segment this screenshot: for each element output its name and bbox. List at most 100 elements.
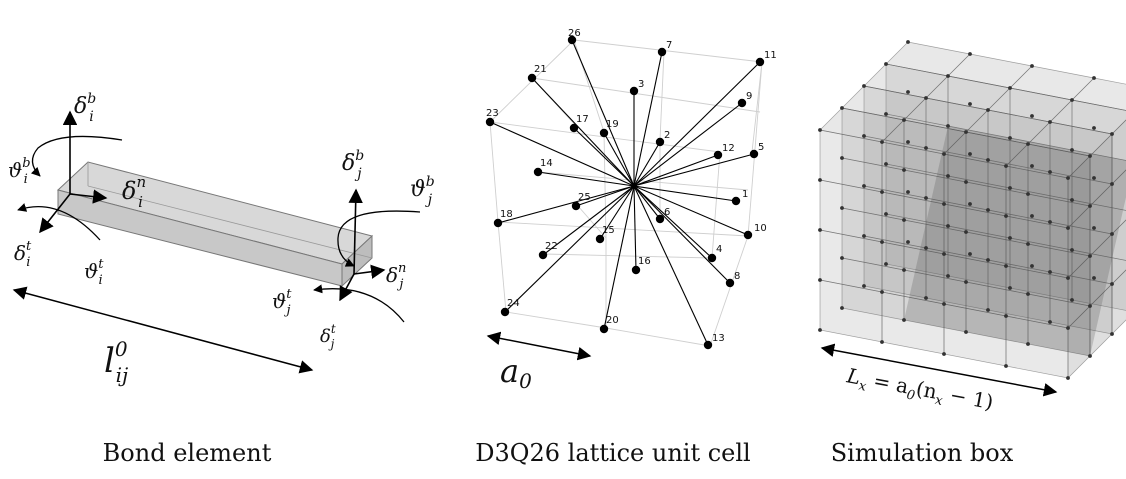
box-lattice-node xyxy=(884,262,888,266)
box-lattice-node xyxy=(862,284,866,288)
symbol-delta-i-b: δb i xyxy=(74,91,96,125)
box-lattice-node xyxy=(840,206,844,210)
box-lattice-node xyxy=(840,156,844,160)
lattice-node xyxy=(500,307,510,317)
box-lattice-node xyxy=(884,162,888,166)
lattice-node-label: 4 xyxy=(716,244,722,255)
lattice-grid xyxy=(489,39,763,347)
box-lattice-node xyxy=(1030,214,1034,218)
lattice-grid-line xyxy=(543,253,713,259)
box-lattice-node xyxy=(946,224,950,228)
box-lattice-node xyxy=(1026,192,1030,196)
lattice-node xyxy=(631,265,641,275)
box-lattice-node xyxy=(862,134,866,138)
box-lattice-node xyxy=(924,246,928,250)
caption-bond-element: Bond element xyxy=(103,439,272,467)
lattice-node-label: 16 xyxy=(638,256,651,267)
lattice-node xyxy=(527,73,537,83)
symbol-theta-j-t: ϑt j xyxy=(272,287,292,318)
lattice-node-label: 8 xyxy=(734,271,740,282)
box-lattice-node xyxy=(964,130,968,134)
lattice-bond-line xyxy=(603,132,635,187)
box-lattice-node xyxy=(1048,270,1052,274)
box-lattice-node xyxy=(884,112,888,116)
box-lattice-node xyxy=(924,296,928,300)
lattice-node xyxy=(595,234,605,244)
lattice-node xyxy=(567,35,577,45)
lattice-node-label: 17 xyxy=(576,114,589,125)
box-lattice-node xyxy=(906,190,910,194)
beam-prism xyxy=(56,161,374,288)
box-lattice-node xyxy=(1066,326,1070,330)
box-lattice-node xyxy=(902,168,906,172)
lattice-node-label: 6 xyxy=(664,207,670,218)
lattice-bond-line xyxy=(531,77,635,187)
box-lattice-node xyxy=(1008,286,1012,290)
symbol-delta-j-t: δt j xyxy=(320,322,336,351)
box-lattice-node xyxy=(1008,136,1012,140)
box-lattice-node xyxy=(986,258,990,262)
lattice-bond-line xyxy=(633,185,749,236)
box-lattice-node xyxy=(1004,264,1008,268)
box-lattice-node xyxy=(1088,154,1092,158)
box-lattice-node xyxy=(1004,214,1008,218)
box-lattice-node xyxy=(946,74,950,78)
box-lattice-node xyxy=(968,152,972,156)
lattice-node xyxy=(569,123,579,133)
lattice-grid-line xyxy=(603,131,607,239)
lattice-node xyxy=(737,98,747,108)
box-lattice-node xyxy=(862,234,866,238)
lattice-bond-line xyxy=(542,185,635,256)
box-lattice-node xyxy=(884,62,888,66)
lattice-nodes: 1234567891011121314151617181920212223242… xyxy=(485,28,777,350)
box-lattice-node xyxy=(880,140,884,144)
box-lattice-node xyxy=(968,102,972,106)
lattice-node-label: 9 xyxy=(746,91,752,102)
symbol-theta-i-t: ϑt i xyxy=(84,257,104,288)
node-j-frame xyxy=(313,188,421,323)
lattice-node xyxy=(599,324,609,334)
lattice-bond-line xyxy=(633,185,737,202)
box-lattice-node xyxy=(902,318,906,322)
box-lattice-node xyxy=(1110,232,1114,236)
box-lattice-node xyxy=(906,90,910,94)
box-lattice-node xyxy=(986,308,990,312)
lattice-node xyxy=(493,218,503,228)
box-lattice-node xyxy=(942,252,946,256)
lattice-grid-line xyxy=(531,77,761,113)
lattice-bond-line xyxy=(633,185,637,271)
box-lattice-node xyxy=(818,278,822,282)
box-lattice-node xyxy=(1070,198,1074,202)
box-lattice-node xyxy=(906,240,910,244)
box-lattice-node xyxy=(1092,176,1096,180)
box-length-formula: Lx = a0(nx − 1) xyxy=(843,363,995,418)
box-lattice-node xyxy=(884,212,888,216)
lattice-grid-line xyxy=(497,221,507,313)
box-lattice-node xyxy=(1004,314,1008,318)
box-lattice-node xyxy=(1030,64,1034,68)
box-lattice-node xyxy=(1048,170,1052,174)
lattice-bond-line xyxy=(633,185,731,284)
lattice-bond-line xyxy=(633,51,663,187)
lattice-node-label: 5 xyxy=(758,142,764,153)
box-lattice-node xyxy=(1088,254,1092,258)
box-cell-face xyxy=(1071,199,1126,261)
box-lattice-node xyxy=(946,124,950,128)
lattice-node xyxy=(725,278,735,288)
lattice-node xyxy=(533,167,543,177)
box-length-arrow xyxy=(820,343,1058,397)
box-lattice-node xyxy=(1092,276,1096,280)
box-lattice-node xyxy=(880,340,884,344)
lattice-node xyxy=(599,128,609,138)
lattice-node xyxy=(703,340,713,350)
bond-element-panel: δb i ϑb i δn i δt i ϑt i δb j ϑb j δn j ϑt j δt j … xyxy=(8,91,435,467)
box-lattice-node xyxy=(1004,364,1008,368)
length-arrow xyxy=(12,286,314,374)
lattice-node-label: 7 xyxy=(666,40,672,51)
box-lattice-node xyxy=(986,108,990,112)
lattice-grid-line xyxy=(659,51,665,141)
box-lattice-node xyxy=(942,152,946,156)
caption-simulation-box: Simulation box xyxy=(831,439,1014,467)
lattice-bond-line xyxy=(571,39,635,187)
box-lattice-node xyxy=(1092,76,1096,80)
